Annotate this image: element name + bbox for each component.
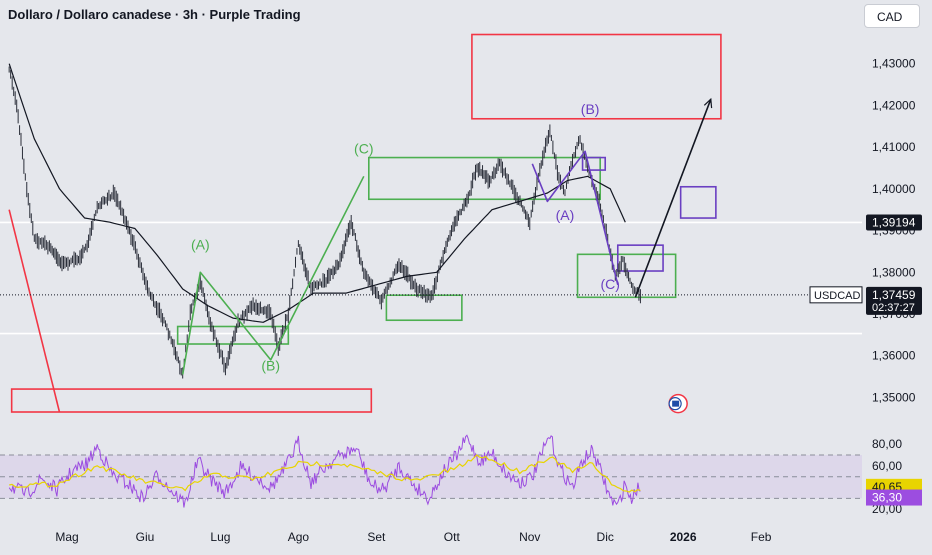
- rsi-axis-label: 80,00: [872, 437, 902, 451]
- time-axis-label: Feb: [751, 530, 772, 544]
- rsi-value: 36,30: [872, 491, 902, 505]
- wave-label: (A): [191, 236, 210, 252]
- rsi-band: [0, 455, 862, 499]
- analysis-zone-box: [616, 244, 664, 272]
- time-axis-label: Nov: [519, 530, 540, 544]
- red-trendline: [8, 209, 61, 413]
- price-axis-label: 1,35000: [872, 390, 916, 404]
- price-axis-label: 1,40000: [872, 182, 916, 196]
- rsi-value-badge: [866, 489, 922, 506]
- time-axis-label: 2026: [670, 530, 697, 544]
- time-axis-label: Giu: [136, 530, 155, 544]
- time-axis-label: Set: [367, 530, 386, 544]
- analysis-zone-box: [679, 185, 717, 219]
- hline-value-badge: [866, 214, 922, 231]
- hline-value-text: 1,39194: [872, 215, 916, 229]
- currency-button[interactable]: CAD: [864, 4, 920, 28]
- last-price-value: 1,37459: [872, 288, 916, 302]
- wave-label: (B): [581, 101, 600, 117]
- rsi-axis-label: 60,00: [872, 459, 902, 473]
- price-candles: [8, 66, 641, 379]
- wave-label: (C): [354, 140, 373, 156]
- time-axis-label: Ott: [444, 530, 461, 544]
- analysis-zone-box: [10, 388, 373, 413]
- chart-title: Dollaro / Dollaro canadese · 3h · Purple…: [8, 7, 301, 22]
- rsi-axis-label: 20,00: [872, 502, 902, 516]
- symbol-badge: [809, 286, 863, 304]
- flag-icon-field: [672, 400, 680, 407]
- moving-average-line: [8, 63, 626, 323]
- analysis-zone-box: [576, 253, 677, 299]
- wave-label: (C): [601, 276, 620, 292]
- wave-line: [181, 175, 365, 375]
- wave-label: (A): [556, 207, 575, 223]
- rsi-signal-line: [9, 454, 641, 493]
- price-axis-label: 1,36000: [872, 349, 916, 363]
- bar-countdown: 02:37:27: [872, 302, 915, 314]
- wave-line: [634, 98, 712, 298]
- time-axis-label: Dic: [597, 530, 614, 544]
- wave-label: (B): [261, 357, 280, 373]
- price-axis-label: 1,41000: [872, 140, 916, 154]
- analysis-zone-box: [367, 156, 601, 201]
- analysis-zone-box: [471, 33, 722, 120]
- price-axis-label: 1,43000: [872, 57, 916, 71]
- analysis-zone-box: [176, 325, 290, 345]
- target-arrowhead: [703, 97, 713, 109]
- time-axis-label: Mag: [55, 530, 78, 544]
- price-axis-label: 1,38000: [872, 265, 916, 279]
- symbol-label: USDCAD: [814, 290, 861, 302]
- flag-icon: [668, 393, 688, 414]
- price-axis-label: 1,42000: [872, 98, 916, 112]
- time-axis-label: Lug: [210, 530, 230, 544]
- analysis-zone-box: [385, 294, 463, 322]
- last-price-badge: [866, 286, 922, 315]
- time-axis-label: Ago: [288, 530, 310, 544]
- analysis-zone-box: [581, 156, 607, 171]
- wave-line: [531, 150, 619, 285]
